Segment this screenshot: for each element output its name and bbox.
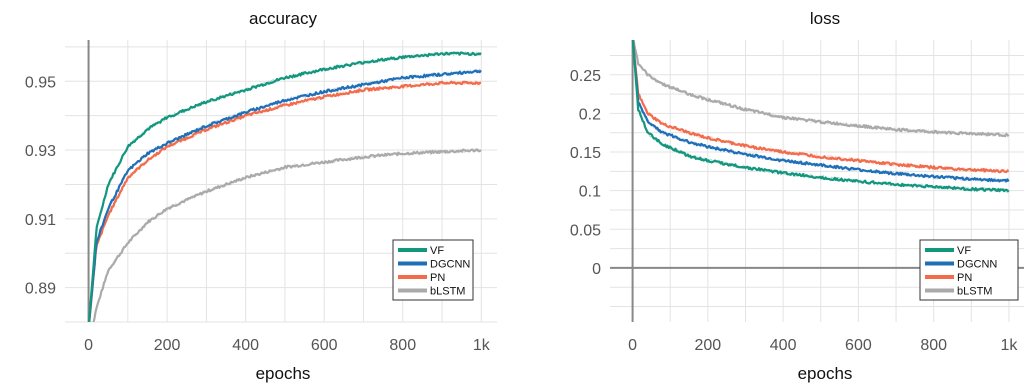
legend-label-vf: VF bbox=[430, 245, 444, 257]
series-line-vf bbox=[631, 40, 1010, 193]
y-tick-label: 0.1 bbox=[579, 184, 601, 201]
x-tick-label: 1k bbox=[473, 337, 491, 354]
y-tick-label: 0.2 bbox=[579, 106, 601, 123]
x-tick-label: 800 bbox=[920, 337, 947, 354]
series-line-blstm bbox=[92, 148, 482, 322]
y-tick-label: 0.05 bbox=[570, 222, 601, 239]
x-tick-label: 800 bbox=[389, 337, 416, 354]
x-tick-label: 600 bbox=[311, 337, 338, 354]
x-tick-label: 400 bbox=[770, 337, 797, 354]
legend-label-pn: PN bbox=[957, 272, 972, 284]
series-line-blstm bbox=[632, 40, 1010, 138]
legend-label-vf: VF bbox=[957, 245, 971, 257]
x-tick-label: 200 bbox=[154, 337, 181, 354]
x-axis-label: epochs bbox=[256, 364, 311, 383]
legend-label-pn: PN bbox=[430, 272, 445, 284]
y-tick-label: 0.93 bbox=[25, 143, 56, 160]
y-tick-label: 0.25 bbox=[570, 68, 601, 85]
x-tick-label: 200 bbox=[695, 337, 722, 354]
chart-title: loss bbox=[810, 9, 840, 28]
x-tick-label: 1k bbox=[1000, 337, 1018, 354]
series-line-pn bbox=[88, 80, 481, 322]
legend-label-dgcnn: DGCNN bbox=[957, 259, 997, 271]
legend-label-blstm: bLSTM bbox=[957, 286, 992, 298]
accuracy-chart: accuracy epochs 0 200 400 600 800 1k 0.89 0.91 0… bbox=[25, 9, 497, 383]
x-tick-label: 600 bbox=[845, 337, 872, 354]
y-tick-label: 0.95 bbox=[25, 74, 56, 91]
series-line-pn bbox=[631, 40, 1010, 174]
x-tick-label: 0 bbox=[628, 337, 637, 354]
loss-chart: loss epochs 0 200 400 600 800 1k 0 0.05 0.1 0.15 0… bbox=[570, 9, 1024, 383]
x-axis-label: epochs bbox=[798, 364, 853, 383]
x-tick-label: 0 bbox=[84, 337, 93, 354]
legend-label-blstm: bLSTM bbox=[430, 286, 465, 298]
legend-label-dgcnn: DGCNN bbox=[430, 259, 470, 271]
y-tick-label: 0 bbox=[592, 261, 601, 278]
series-line-dgcnn bbox=[631, 40, 1010, 183]
y-tick-label: 0.91 bbox=[25, 212, 56, 229]
y-tick-label: 0.15 bbox=[570, 145, 601, 162]
y-tick-label: 0.89 bbox=[25, 281, 56, 298]
x-tick-label: 400 bbox=[232, 337, 259, 354]
series-line-vf bbox=[88, 51, 482, 322]
series-line-dgcnn bbox=[88, 69, 482, 322]
chart-title: accuracy bbox=[249, 9, 318, 28]
